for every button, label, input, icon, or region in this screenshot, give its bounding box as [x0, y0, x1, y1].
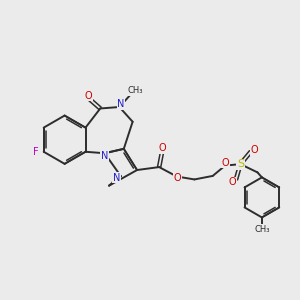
Text: O: O [85, 91, 92, 101]
Text: F: F [33, 147, 38, 157]
Text: O: O [158, 143, 166, 153]
Text: CH₃: CH₃ [254, 225, 270, 234]
Text: N: N [101, 151, 108, 161]
Text: O: O [174, 173, 181, 183]
Text: O: O [222, 158, 230, 168]
Text: O: O [229, 177, 236, 188]
Text: O: O [250, 145, 258, 155]
Text: S: S [237, 159, 244, 169]
Text: N: N [113, 173, 120, 183]
Text: N: N [117, 99, 124, 109]
Text: CH₃: CH₃ [128, 86, 143, 95]
